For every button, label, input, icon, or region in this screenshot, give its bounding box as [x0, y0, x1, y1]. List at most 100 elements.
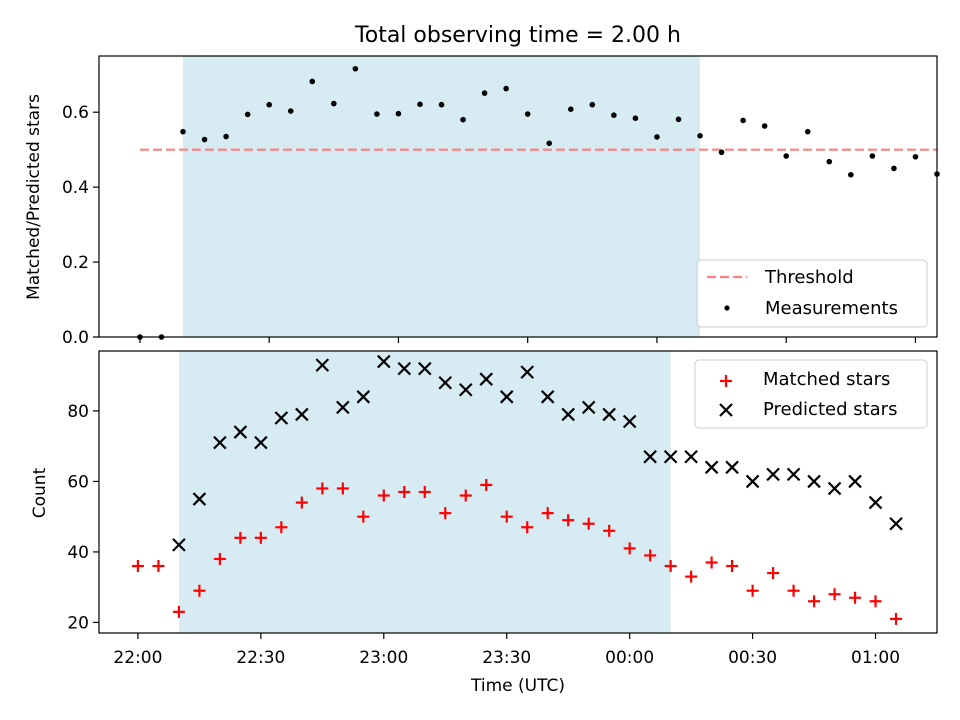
bottom-x-tick-label: 00:30 [728, 648, 777, 668]
measurement-point [395, 110, 402, 117]
matched-star-point [603, 524, 616, 537]
matched-star-point [439, 507, 452, 520]
top-y-tick-label: 0.0 [62, 328, 89, 348]
matched-star-point [275, 521, 288, 534]
measurement-point [287, 108, 294, 114]
matched-star-point [500, 510, 513, 523]
matched-star-point [726, 560, 739, 573]
matched-star-point [623, 542, 636, 555]
bottom-y-tick-label: 80 [67, 402, 89, 422]
chart-title: Total observing time = 2.00 h [354, 23, 681, 48]
top-y-tick-label: 0.2 [62, 253, 89, 273]
bottom-panel: 20 40 60 80 22:00 22:30 23:00 23:30 00:00 00:30 0… [30, 350, 938, 696]
predicted-star-point [704, 460, 719, 475]
predicted-star-point [684, 449, 698, 464]
matched-star-point [787, 584, 800, 597]
predicted-star-point [274, 411, 289, 425]
bottom-x-tick-label: 22:30 [236, 648, 285, 668]
predicted-star-point [233, 425, 248, 439]
legend-matched-label: Matched stars [763, 369, 890, 390]
predicted-star-point [397, 361, 412, 376]
measurement-point [826, 158, 833, 165]
matched-star-point [767, 567, 780, 580]
top-y-tick-label: 0.6 [62, 103, 89, 123]
matched-star-point [234, 531, 247, 544]
top-legend-box [696, 259, 928, 328]
measurement-point [374, 111, 380, 117]
predicted-star-point [315, 358, 330, 372]
measurement-point [718, 149, 725, 156]
measurement-point [697, 133, 703, 139]
predicted-star-point [602, 407, 616, 422]
measurement-point [611, 112, 617, 118]
matched-star-point [521, 521, 534, 534]
measurement-point [331, 100, 337, 107]
matched-star-point [808, 595, 821, 608]
predicted-stars-points [172, 354, 903, 552]
measurement-point [740, 117, 746, 124]
matched-star-point [582, 517, 595, 530]
legend-predicted-swatch [719, 403, 733, 417]
legend-predicted-label: Predicted stars [763, 399, 897, 420]
matched-star-point [418, 486, 431, 498]
measurement-point [244, 111, 251, 118]
measurement-point [632, 115, 639, 121]
predicted-star-point [417, 361, 432, 376]
predicted-star-point [479, 372, 494, 386]
predicted-star-point [745, 474, 760, 489]
measurement-point [309, 78, 316, 85]
measurement-point [524, 111, 531, 117]
bottom-y-ticks: 20 40 60 80 [67, 402, 99, 633]
matched-star-point [131, 560, 144, 573]
top-highlight-span [183, 56, 701, 337]
matched-star-point [152, 560, 165, 573]
predicted-star-point [663, 449, 678, 464]
predicted-star-point [295, 407, 309, 422]
matched-star-point [480, 478, 493, 491]
bottom-legend: Matched stars Predicted stars [694, 359, 928, 429]
matched-star-point [193, 584, 206, 597]
legend-matched-swatch [720, 375, 732, 387]
top-y-tick-label: 0.4 [62, 178, 89, 198]
predicted-star-point [643, 449, 657, 464]
bottom-axes-frame [98, 350, 938, 634]
predicted-star-point [356, 390, 371, 404]
bottom-x-tick-label: 01:00 [851, 648, 900, 668]
top-x-ticks [139, 337, 917, 343]
measurement-point [848, 171, 854, 178]
bottom-legend-box [694, 359, 928, 429]
predicted-star-point [848, 474, 862, 489]
predicted-star-point [499, 390, 514, 404]
measurement-point [352, 65, 359, 72]
predicted-star-point [377, 354, 391, 369]
predicted-star-point [827, 481, 842, 496]
measurement-point [589, 101, 596, 108]
top-legend: Threshold Measurements [696, 259, 928, 328]
predicted-star-point [520, 365, 534, 379]
predicted-star-point [807, 474, 821, 489]
matched-star-point [685, 570, 698, 583]
bottom-y-axis-label: Count [30, 467, 50, 518]
matched-star-point [295, 496, 308, 509]
bottom-y-tick-label: 40 [67, 543, 89, 563]
predicted-star-point [172, 538, 186, 552]
measurement-point [460, 116, 466, 123]
predicted-star-point [889, 516, 903, 531]
matched-stars-points [131, 478, 903, 625]
matched-star-point [746, 584, 759, 597]
matched-star-point [890, 612, 903, 625]
measurement-point [804, 128, 811, 135]
matched-star-point [316, 482, 329, 495]
bottom-x-tick-label: 23:30 [482, 648, 531, 668]
matched-star-point [664, 560, 677, 573]
bottom-x-tick-label: 22:00 [113, 648, 162, 668]
measurement-point [869, 153, 876, 159]
measurement-point [201, 136, 208, 143]
matched-star-point [849, 591, 862, 604]
bottom-x-tick-label: 23:00 [359, 648, 408, 668]
top-y-ticks: 0.0 0.2 0.4 0.6 [62, 103, 99, 348]
measurement-point [912, 153, 919, 160]
measurement-point [481, 90, 488, 96]
measurement-point [783, 153, 790, 159]
